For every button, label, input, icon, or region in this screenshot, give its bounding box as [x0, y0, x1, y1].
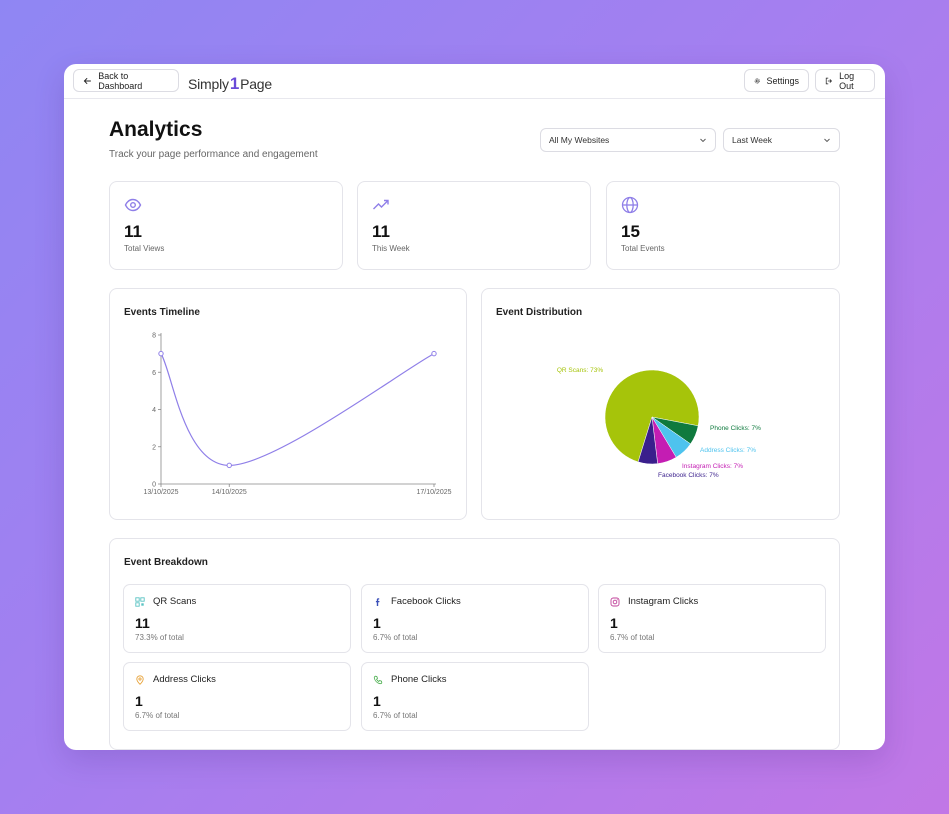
pie-slice-label: Instagram Clicks: 7% [682, 463, 743, 470]
breakdown-value: 1 [135, 693, 143, 709]
data-point [226, 462, 232, 469]
breakdown-label: QR Scans [153, 596, 197, 607]
data-point [158, 350, 164, 357]
breakdown-percent: 73.3% of total [135, 633, 184, 642]
logout-button[interactable]: Log Out [815, 69, 875, 92]
distribution-title: Event Distribution [496, 307, 583, 318]
globe-icon [621, 196, 639, 214]
page-subtitle: Track your page performance and engageme… [109, 149, 318, 160]
logo-text-left: Simply [188, 76, 229, 92]
settings-label: Settings [766, 75, 799, 86]
arrow-left-icon [83, 77, 91, 84]
event-breakdown-card: Event Breakdown QR Scans 11 73.3% of tot… [109, 538, 840, 750]
map-pin-icon [136, 674, 144, 685]
back-to-dashboard-button[interactable]: Back to Dashboard [73, 69, 179, 92]
gear-icon [754, 77, 760, 84]
breakdown-label: Phone Clicks [391, 674, 447, 685]
simply-page-logo[interactable]: Simply 1 Page [188, 70, 272, 92]
trending-up-icon [373, 199, 389, 210]
breakdown-label: Address Clicks [153, 674, 216, 685]
y-tick-label: 4 [152, 407, 156, 414]
instagram-icon [610, 597, 620, 606]
breakdown-title: Event Breakdown [124, 557, 208, 568]
stat-label: This Week [372, 244, 410, 253]
stat-label: Total Events [621, 244, 665, 253]
breakdown-label: Facebook Clicks [391, 596, 461, 607]
x-tick-label: 14/10/2025 [212, 489, 247, 496]
breakdown-percent: 6.7% of total [373, 711, 418, 720]
breakdown-percent: 6.7% of total [610, 633, 655, 642]
breakdown-value: 11 [135, 615, 150, 631]
breakdown-value: 1 [373, 615, 381, 631]
breakdown-item-facebook-clicks: Facebook Clicks 1 6.7% of total [361, 584, 589, 653]
website-select[interactable]: All My Websites [540, 128, 716, 152]
stat-label: Total Views [124, 244, 165, 253]
stat-value: 11 [124, 222, 142, 241]
events-timeline-chart: 0 2 4 6 8 13/10/2025 14/10/2025 17/10/2025 [143, 333, 451, 497]
pie-slice [637, 416, 658, 465]
x-tick-label: 17/10/2025 [416, 489, 451, 496]
breakdown-item-instagram-clicks: Instagram Clicks 1 6.7% of total [598, 584, 826, 653]
pie-slice-label: Address Clicks: 7% [700, 447, 756, 454]
series-line [160, 353, 435, 466]
website-select-value: All My Websites [549, 135, 610, 145]
breakdown-percent: 6.7% of total [135, 711, 180, 720]
breakdown-percent: 6.7% of total [373, 633, 418, 642]
y-tick-label: 8 [152, 333, 156, 340]
x-tick-label: 13/10/2025 [143, 489, 178, 496]
y-tick-label: 6 [152, 370, 156, 377]
logo-mark: 1 [229, 74, 240, 93]
data-point [431, 350, 437, 357]
pie-slice-label: Phone Clicks: 7% [710, 425, 761, 432]
settings-button[interactable]: Settings [744, 69, 809, 92]
stat-card-this-week: 11 This Week [357, 181, 591, 270]
breakdown-item-address-clicks: Address Clicks 1 6.7% of total [123, 662, 351, 731]
stat-card-total-events: 15 Total Events [606, 181, 840, 270]
event-distribution-chart: QR Scans: 73% Phone Clicks: 7% Address Cli… [557, 367, 761, 479]
stat-value: 11 [372, 222, 390, 241]
pie-slice-label: QR Scans: 73% [557, 367, 603, 374]
logo-text-right: Page [240, 76, 272, 92]
phone-icon [373, 675, 383, 684]
top-bar: Back to Dashboard Simply 1 Page Settings… [64, 64, 885, 99]
y-tick-label: 2 [152, 444, 156, 451]
period-select[interactable]: Last Week [723, 128, 840, 152]
chevron-down-icon [700, 138, 706, 143]
chevron-down-icon [824, 138, 830, 143]
breakdown-value: 1 [373, 693, 381, 709]
breakdown-item-phone-clicks: Phone Clicks 1 6.7% of total [361, 662, 589, 731]
page-title: Analytics [109, 118, 203, 141]
eye-icon [124, 198, 142, 212]
event-distribution-card: Event Distribution QR Scans: 73% Phone Cl… [481, 288, 840, 520]
facebook-icon [375, 597, 380, 606]
breakdown-label: Instagram Clicks [628, 596, 699, 607]
breakdown-value: 1 [610, 615, 618, 631]
pie-slice-label: Facebook Clicks: 7% [658, 472, 719, 479]
stat-card-total-views: 11 Total Views [109, 181, 343, 270]
events-timeline-card: Events Timeline 0 2 4 6 8 13/10/2025 14/10/202… [109, 288, 467, 520]
back-label: Back to Dashboard [98, 70, 143, 91]
breakdown-item-qr-scans: QR Scans 11 73.3% of total [123, 584, 351, 653]
logout-label: Log Out [839, 70, 855, 91]
pie-slice [604, 369, 700, 463]
y-tick-label: 0 [152, 482, 156, 489]
app-window: Back to Dashboard Simply 1 Page Settings… [64, 64, 885, 750]
timeline-title: Events Timeline [124, 307, 200, 318]
stat-value: 15 [621, 222, 640, 241]
period-select-value: Last Week [732, 135, 773, 145]
qr-code-icon [135, 596, 145, 607]
logout-icon [825, 77, 832, 84]
